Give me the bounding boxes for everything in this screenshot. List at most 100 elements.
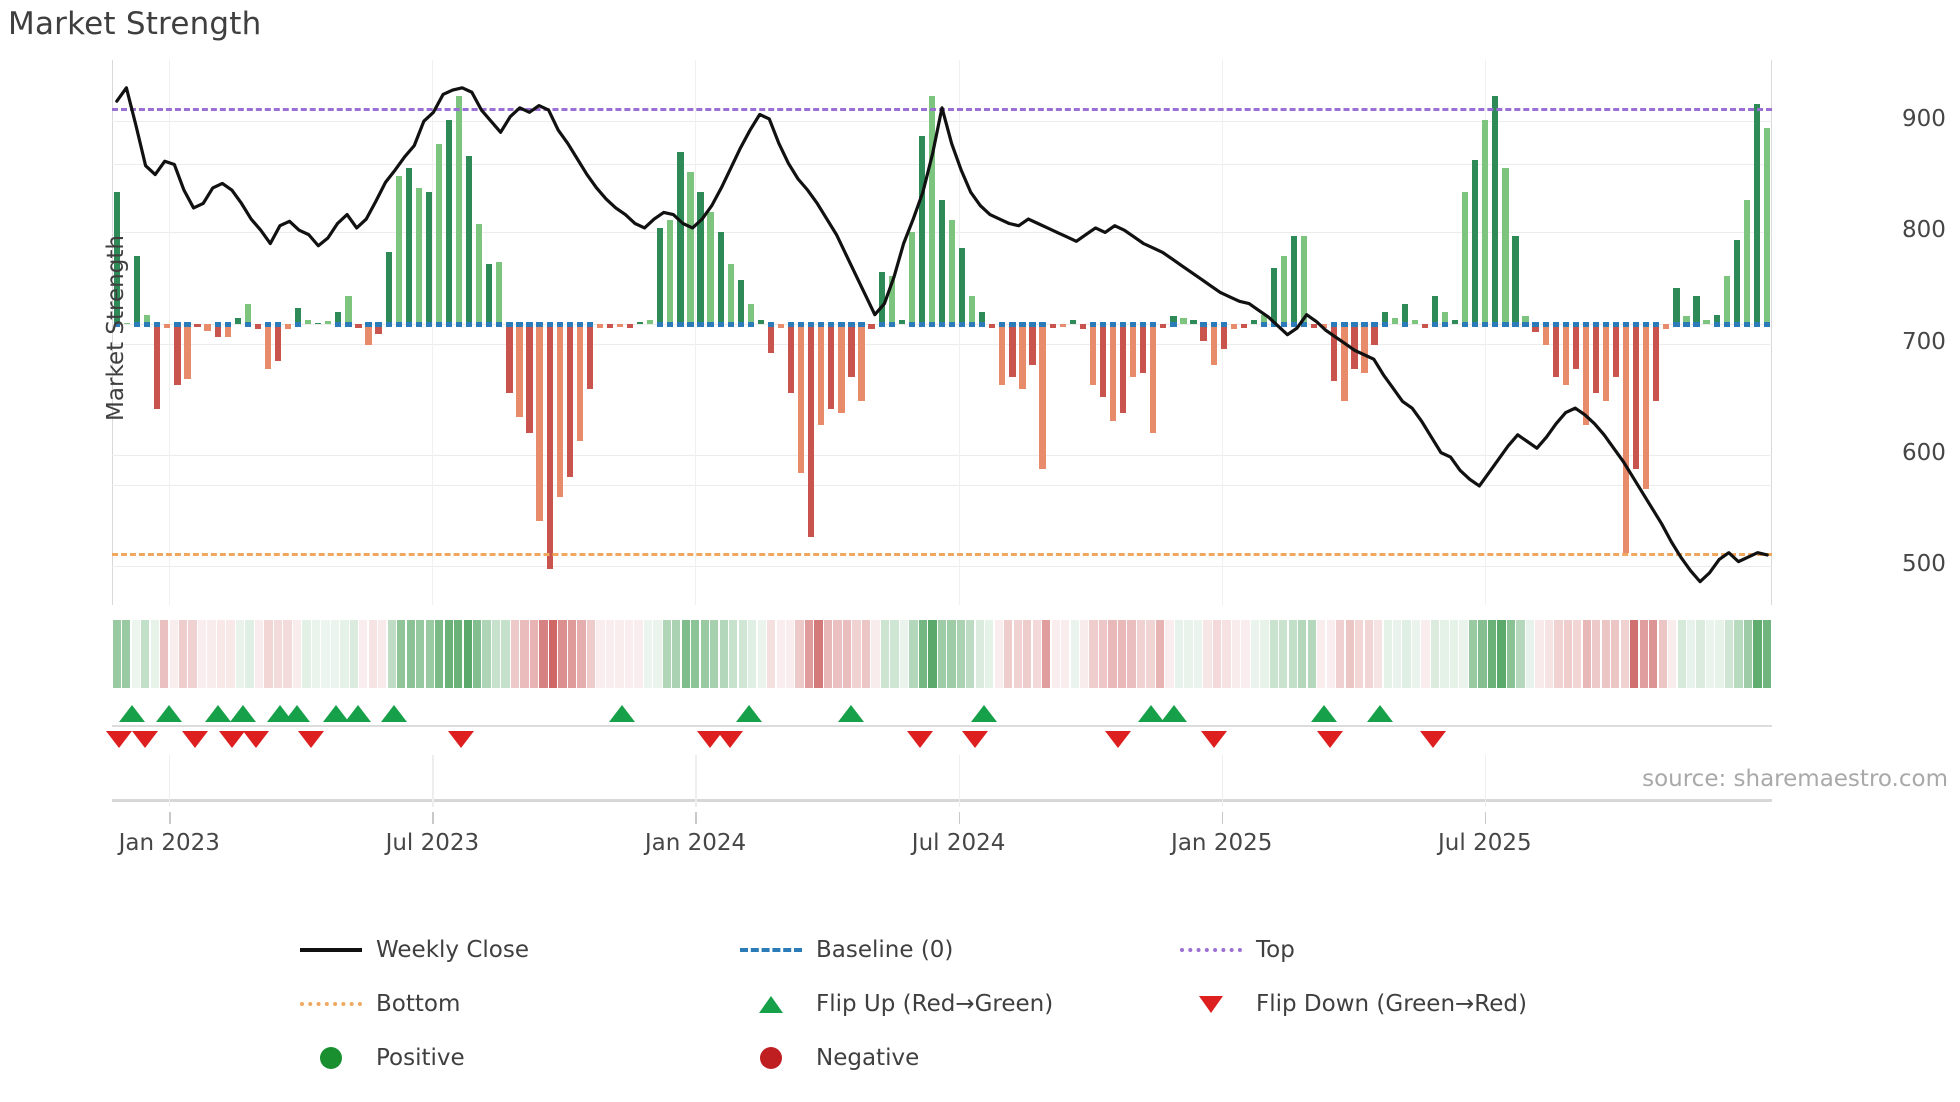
gridline-h bbox=[112, 454, 1772, 456]
x-axis-band bbox=[112, 755, 1772, 807]
legend-item[interactable]: Flip Down (Green→Red) bbox=[1180, 991, 1620, 1017]
heatmap-cell bbox=[624, 620, 634, 688]
legend-item[interactable]: Negative bbox=[740, 1045, 1180, 1071]
strength-bar bbox=[596, 324, 604, 329]
strength-bar bbox=[1733, 240, 1740, 325]
heatmap-cell bbox=[586, 620, 596, 688]
baseline-segment bbox=[566, 321, 573, 327]
baseline-segment bbox=[1743, 321, 1750, 327]
baseline-segment bbox=[948, 321, 956, 327]
legend-item[interactable]: Baseline (0) bbox=[740, 937, 1180, 963]
gridline-h bbox=[112, 484, 1772, 486]
strength-bar bbox=[868, 324, 875, 330]
baseline-segment bbox=[113, 321, 121, 327]
heatmap-cell bbox=[1478, 620, 1487, 688]
strength-bar bbox=[1049, 324, 1056, 328]
baseline-segment bbox=[556, 321, 563, 327]
flip-up-marker bbox=[323, 705, 350, 722]
triangle-up-icon bbox=[740, 995, 802, 1013]
baseline-segment bbox=[878, 321, 885, 327]
legend-item[interactable]: Weekly Close bbox=[300, 937, 740, 963]
x-axis-tick-mark bbox=[432, 812, 434, 824]
heatmap-cell bbox=[1402, 620, 1411, 688]
heatmap-cell bbox=[994, 620, 1003, 688]
baseline-segment bbox=[1633, 321, 1640, 327]
heatmap-cell bbox=[567, 620, 577, 688]
strength-bar bbox=[979, 312, 986, 325]
strength-bar bbox=[1170, 316, 1177, 325]
strength-bar bbox=[1331, 324, 1338, 381]
baseline-segment bbox=[1502, 321, 1509, 327]
baseline-segment bbox=[717, 321, 724, 327]
legend-swatch-glyph bbox=[759, 995, 783, 1013]
baseline-segment bbox=[928, 321, 936, 327]
flip-up-marker bbox=[118, 705, 145, 722]
baseline-segment bbox=[425, 321, 433, 327]
heatmap-cell bbox=[899, 620, 909, 688]
heatmap-cell bbox=[491, 620, 501, 688]
heatmap-cell bbox=[558, 620, 567, 688]
heatmap-cell bbox=[1734, 620, 1743, 688]
strength-bar bbox=[1180, 318, 1187, 325]
heatmap-cell bbox=[1317, 620, 1326, 688]
strength-bar bbox=[1089, 324, 1097, 385]
baseline-segment bbox=[274, 321, 282, 327]
heatmap-cell bbox=[1345, 620, 1354, 688]
strength-bar bbox=[1763, 128, 1771, 325]
strength-bar bbox=[737, 280, 744, 325]
heatmap-cell bbox=[615, 620, 624, 688]
heatmap-cell bbox=[767, 620, 776, 688]
baseline-segment bbox=[506, 321, 513, 327]
strength-bar bbox=[365, 324, 372, 345]
baseline-segment bbox=[1602, 321, 1610, 327]
strength-bar bbox=[1592, 324, 1600, 393]
heatmap-cell bbox=[1051, 620, 1060, 688]
heatmap-cell bbox=[141, 620, 150, 688]
strength-bar bbox=[455, 96, 463, 325]
strength-bar bbox=[1723, 276, 1730, 325]
legend-item[interactable]: Top bbox=[1180, 937, 1620, 963]
flip-down-marker bbox=[1201, 731, 1228, 748]
flip-down-marker bbox=[1420, 731, 1447, 748]
baseline-segment bbox=[214, 321, 221, 327]
baseline-segment bbox=[1512, 321, 1519, 327]
strength-bar bbox=[1683, 316, 1690, 325]
baseline-segment bbox=[707, 321, 714, 327]
legend-item[interactable]: Flip Up (Red→Green) bbox=[740, 991, 1180, 1017]
heatmap-cell bbox=[340, 620, 349, 688]
heatmap-cell bbox=[112, 620, 121, 688]
heatmap-cell bbox=[473, 620, 482, 688]
strength-bar bbox=[687, 172, 694, 325]
baseline-segment bbox=[526, 321, 533, 327]
heatmap-cell bbox=[1080, 620, 1089, 688]
heatmap-cell bbox=[1487, 620, 1497, 688]
strength-bar bbox=[1391, 318, 1398, 325]
baseline-segment bbox=[385, 321, 392, 327]
heatmap-cell bbox=[1165, 620, 1174, 688]
heatmap-cell bbox=[634, 620, 643, 688]
baseline-segment bbox=[134, 321, 141, 327]
heatmap-cell bbox=[254, 620, 264, 688]
flip-down-marker bbox=[696, 731, 723, 748]
heatmap-cell bbox=[985, 620, 994, 688]
legend-item[interactable]: Positive bbox=[300, 1045, 740, 1071]
heatmap-cell bbox=[321, 620, 330, 688]
baseline-segment bbox=[918, 321, 925, 327]
baseline-segment bbox=[1039, 321, 1046, 327]
baseline-segment bbox=[1220, 321, 1227, 327]
heatmap-cell bbox=[729, 620, 738, 688]
strength-bar bbox=[1140, 324, 1147, 373]
baseline-segment bbox=[466, 321, 473, 327]
heatmap-cell bbox=[520, 620, 529, 688]
baseline-segment bbox=[1361, 321, 1368, 327]
x-axis-tick-label: Jul 2025 bbox=[1438, 830, 1532, 856]
x-axis-tick-label: Jul 2024 bbox=[911, 830, 1006, 856]
heatmap-cell bbox=[1174, 620, 1184, 688]
heatmap-cell bbox=[1535, 620, 1544, 688]
heatmap-cell bbox=[890, 620, 899, 688]
strength-bar bbox=[1713, 314, 1720, 325]
x-axis-gridline bbox=[169, 755, 171, 807]
legend-item[interactable]: Bottom bbox=[300, 991, 740, 1017]
baseline-segment bbox=[727, 321, 734, 327]
heatmap-cell bbox=[880, 620, 890, 688]
